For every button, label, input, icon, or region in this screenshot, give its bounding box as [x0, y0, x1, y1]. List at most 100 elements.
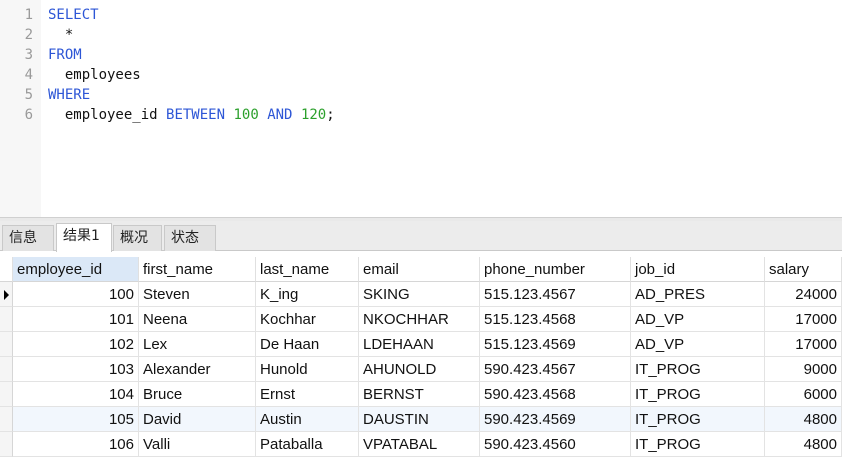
- cell-email[interactable]: SKING: [359, 282, 480, 307]
- cell-job-id[interactable]: IT_PROG: [631, 407, 765, 432]
- table-row[interactable]: 104 Bruce Ernst BERNST 590.423.4568 IT_PROG 60…: [0, 382, 842, 407]
- cell-job-id[interactable]: IT_PROG: [631, 382, 765, 407]
- cell-employee-id[interactable]: 105: [13, 407, 139, 432]
- cell-job-id[interactable]: AD_PRES: [631, 282, 765, 307]
- result-grid[interactable]: employee_id first_name last_name email p…: [0, 257, 842, 457]
- cell-salary[interactable]: 17000: [765, 332, 842, 357]
- row-indicator[interactable]: [0, 332, 13, 357]
- cell-last-name[interactable]: De Haan: [256, 332, 359, 357]
- cell-job-id[interactable]: AD_VP: [631, 332, 765, 357]
- cell-first-name[interactable]: Valli: [139, 432, 256, 457]
- cell-phone-number[interactable]: 515.123.4567: [480, 282, 631, 307]
- column-header-last-name[interactable]: last_name: [256, 257, 359, 282]
- cell-email[interactable]: VPATABAL: [359, 432, 480, 457]
- table-row[interactable]: 106 Valli Pataballa VPATABAL 590.423.4560 IT_…: [0, 432, 842, 457]
- cell-email[interactable]: LDEHAAN: [359, 332, 480, 357]
- code-text: *: [48, 25, 73, 45]
- row-indicator[interactable]: [0, 357, 13, 382]
- pane-splitter[interactable]: [0, 217, 842, 221]
- cell-job-id[interactable]: IT_PROG: [631, 357, 765, 382]
- cell-first-name[interactable]: Steven: [139, 282, 256, 307]
- code-line[interactable]: 4 employees: [0, 65, 842, 85]
- cell-employee-id[interactable]: 104: [13, 382, 139, 407]
- row-indicator[interactable]: [0, 407, 13, 432]
- sql-number: 100: [233, 107, 259, 123]
- cell-email[interactable]: AHUNOLD: [359, 357, 480, 382]
- cell-first-name[interactable]: David: [139, 407, 256, 432]
- line-number: 6: [24, 107, 33, 123]
- sql-keyword: BETWEEN: [166, 107, 226, 123]
- cell-phone-number[interactable]: 590.423.4569: [480, 407, 631, 432]
- cell-first-name[interactable]: Alexander: [139, 357, 256, 382]
- code-line[interactable]: 2 *: [0, 25, 842, 45]
- row-indicator[interactable]: [0, 282, 13, 307]
- code-text: FROM: [48, 45, 82, 65]
- cell-employee-id[interactable]: 100: [13, 282, 139, 307]
- code-text: SELECT: [48, 5, 99, 25]
- cell-salary[interactable]: 6000: [765, 382, 842, 407]
- table-row[interactable]: 101 Neena Kochhar NKOCHHAR 515.123.4568 AD_VP…: [0, 307, 842, 332]
- line-number: 3: [24, 47, 33, 63]
- column-header-phone-number[interactable]: phone_number: [480, 257, 631, 282]
- sql-keyword: SELECT: [48, 7, 99, 23]
- sql-keyword: FROM: [48, 47, 82, 63]
- cell-job-id[interactable]: IT_PROG: [631, 432, 765, 457]
- cell-last-name[interactable]: Kochhar: [256, 307, 359, 332]
- cell-last-name[interactable]: K_ing: [256, 282, 359, 307]
- cell-employee-id[interactable]: 103: [13, 357, 139, 382]
- column-header-job-id[interactable]: job_id: [631, 257, 765, 282]
- cell-first-name[interactable]: Bruce: [139, 382, 256, 407]
- cell-employee-id[interactable]: 102: [13, 332, 139, 357]
- table-row[interactable]: 105 David Austin DAUSTIN 590.423.4569 IT_PROG…: [0, 407, 842, 432]
- cell-first-name[interactable]: Lex: [139, 332, 256, 357]
- cell-first-name[interactable]: Neena: [139, 307, 256, 332]
- current-row-arrow-icon: [4, 290, 9, 300]
- code-line[interactable]: 5 WHERE: [0, 85, 842, 105]
- cell-phone-number[interactable]: 590.423.4567: [480, 357, 631, 382]
- row-indicator[interactable]: [0, 307, 13, 332]
- cell-email[interactable]: DAUSTIN: [359, 407, 480, 432]
- tab-info[interactable]: 信息: [2, 225, 54, 251]
- sql-text: [259, 107, 267, 123]
- cell-phone-number[interactable]: 590.423.4568: [480, 382, 631, 407]
- row-indicator[interactable]: [0, 432, 13, 457]
- cell-last-name[interactable]: Pataballa: [256, 432, 359, 457]
- cell-salary[interactable]: 9000: [765, 357, 842, 382]
- table-row[interactable]: 103 Alexander Hunold AHUNOLD 590.423.4567 IT_…: [0, 357, 842, 382]
- cell-last-name[interactable]: Hunold: [256, 357, 359, 382]
- cell-phone-number[interactable]: 515.123.4569: [480, 332, 631, 357]
- cell-salary[interactable]: 4800: [765, 432, 842, 457]
- tab-status[interactable]: 状态: [164, 225, 216, 251]
- cell-email[interactable]: NKOCHHAR: [359, 307, 480, 332]
- row-indicator[interactable]: [0, 382, 13, 407]
- code-line[interactable]: 3 FROM: [0, 45, 842, 65]
- tab-profile[interactable]: 概况: [113, 225, 162, 251]
- tab-result-1[interactable]: 结果1: [56, 223, 112, 252]
- cell-phone-number[interactable]: 515.123.4568: [480, 307, 631, 332]
- cell-salary[interactable]: 4800: [765, 407, 842, 432]
- cell-salary[interactable]: 24000: [765, 282, 842, 307]
- column-header-first-name[interactable]: first_name: [139, 257, 256, 282]
- cell-phone-number[interactable]: 590.423.4560: [480, 432, 631, 457]
- column-header-employee-id[interactable]: employee_id: [13, 257, 139, 282]
- code-line[interactable]: 6 employee_id BETWEEN 100 AND 120;: [0, 105, 842, 125]
- sql-editor[interactable]: 1 SELECT 2 * 3 FROM 4 employees 5 WHERE 6 employ…: [0, 0, 842, 217]
- code-text: employees: [48, 65, 141, 85]
- cell-last-name[interactable]: Austin: [256, 407, 359, 432]
- cell-employee-id[interactable]: 106: [13, 432, 139, 457]
- cell-employee-id[interactable]: 101: [13, 307, 139, 332]
- table-row[interactable]: 100 Steven K_ing SKING 515.123.4567 AD_PRES 24…: [0, 282, 842, 307]
- cell-job-id[interactable]: AD_VP: [631, 307, 765, 332]
- sql-text: employees: [48, 67, 141, 83]
- column-header-email[interactable]: email: [359, 257, 480, 282]
- column-header-salary[interactable]: salary: [765, 257, 842, 282]
- table-row[interactable]: 102 Lex De Haan LDEHAAN 515.123.4569 AD_VP 170…: [0, 332, 842, 357]
- cell-salary[interactable]: 17000: [765, 307, 842, 332]
- line-number-gutter: [0, 0, 41, 217]
- sql-text: [293, 107, 301, 123]
- code-line[interactable]: 1 SELECT: [0, 5, 842, 25]
- cell-email[interactable]: BERNST: [359, 382, 480, 407]
- grid-corner: [0, 257, 13, 282]
- sql-keyword: WHERE: [48, 87, 91, 103]
- cell-last-name[interactable]: Ernst: [256, 382, 359, 407]
